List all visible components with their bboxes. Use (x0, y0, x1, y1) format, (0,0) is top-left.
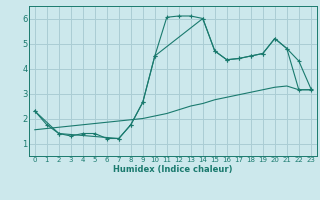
X-axis label: Humidex (Indice chaleur): Humidex (Indice chaleur) (113, 165, 233, 174)
